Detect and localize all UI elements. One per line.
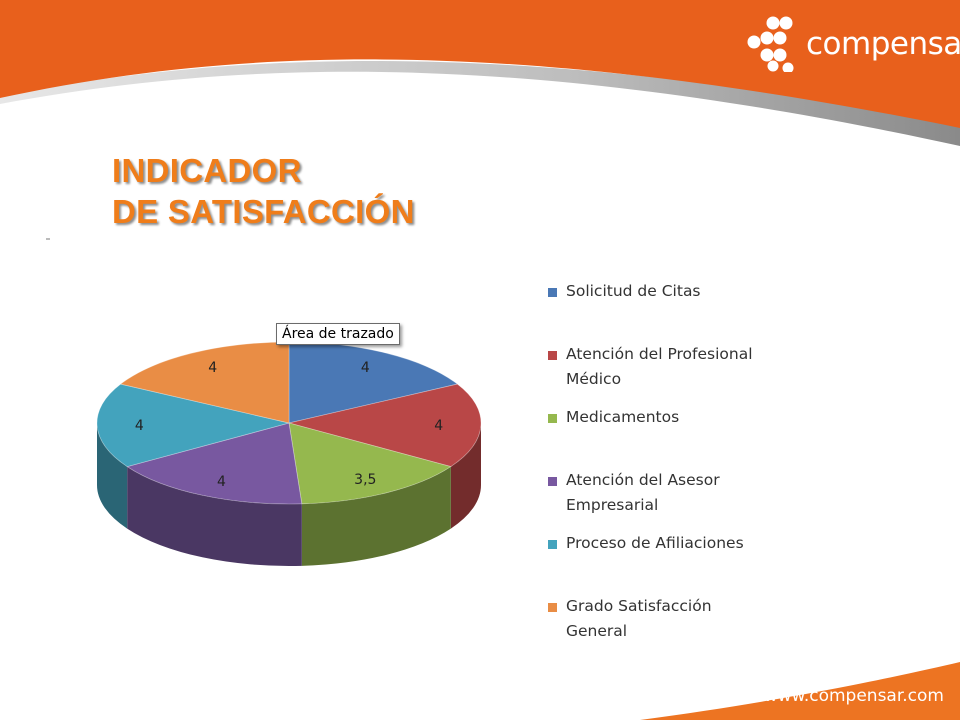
legend-swatch — [548, 540, 557, 549]
header-gray-swoosh — [0, 61, 960, 146]
pie-slice-atencion-del-asesor-empresarial[interactable] — [126, 422, 303, 505]
pie-slice-atencion-del-profesional-medico[interactable] — [288, 383, 482, 468]
data-label-medicamentos: 3,5 — [354, 472, 376, 488]
legend-swatch — [548, 288, 557, 297]
legend-swatch — [548, 477, 557, 486]
data-label-grado-satisfaccion-general: 4 — [208, 360, 217, 376]
stray-mark — [46, 238, 50, 240]
title-line-1: INDICADOR — [112, 152, 302, 189]
data-label-solicitud-de-citas: 4 — [361, 360, 370, 376]
legend-label: Medicamentos — [566, 408, 680, 426]
plot-area-tooltip: Área de trazado — [276, 323, 400, 345]
footer-orange-band — [640, 662, 960, 720]
compensar-dots-icon — [747, 16, 794, 72]
legend-label: Proceso de Afiliaciones — [566, 534, 744, 552]
legend-swatch — [548, 603, 557, 612]
legend-item-atencion-del-profesional-medico[interactable]: Atención del Profesional Médico — [548, 345, 753, 392]
legend-item-solicitud-de-citas[interactable]: Solicitud de Citas — [548, 282, 701, 304]
pie-top — [96, 341, 482, 505]
legend-item-atencion-del-asesor-empresarial[interactable]: Atención del Asesor Empresarial — [548, 471, 720, 518]
title-line-2: DE SATISFACCIÓN — [112, 193, 415, 230]
legend-label: Atención del Profesional Médico — [566, 345, 753, 388]
pie-slice-proceso-de-afiliaciones[interactable] — [96, 383, 290, 468]
legend-swatch — [548, 351, 557, 360]
header-orange-band — [0, 0, 960, 128]
pie-slice-grado-satisfaccion-general[interactable] — [119, 341, 290, 424]
pie-slice-medicamentos[interactable] — [288, 422, 452, 505]
legend-item-proceso-de-afiliaciones[interactable]: Proceso de Afiliaciones — [548, 534, 744, 556]
page-title: INDICADOR DE SATISFACCIÓN — [112, 150, 415, 232]
brand-name: compensar — [806, 26, 960, 62]
pie-side-proceso-de-afiliaciones — [97, 423, 128, 529]
pie-side-medicamentos — [301, 466, 451, 566]
legend-label: Grado Satisfacción General — [566, 597, 712, 640]
pie-side-atencion-del-asesor-empresarial — [127, 466, 302, 566]
data-label-atencion-del-profesional-medico: 4 — [434, 418, 443, 434]
data-label-proceso-de-afiliaciones: 4 — [135, 418, 144, 434]
pie-sides — [97, 423, 481, 566]
data-label-atencion-del-asesor-empresarial: 4 — [217, 474, 226, 490]
legend-label: Solicitud de Citas — [566, 282, 701, 300]
legend-item-grado-satisfaccion-general[interactable]: Grado Satisfacción General — [548, 597, 712, 644]
brand-logo: compensar — [746, 16, 960, 72]
pie-side-atencion-del-profesional-medico — [450, 423, 481, 529]
footer-website: www.compensar.com — [763, 686, 944, 706]
legend-swatch — [548, 414, 557, 423]
pie-labels: 4 4 3,5 4 4 4 — [135, 360, 443, 490]
legend-item-medicamentos[interactable]: Medicamentos — [548, 408, 679, 430]
legend-label: Atención del Asesor Empresarial — [566, 471, 720, 514]
